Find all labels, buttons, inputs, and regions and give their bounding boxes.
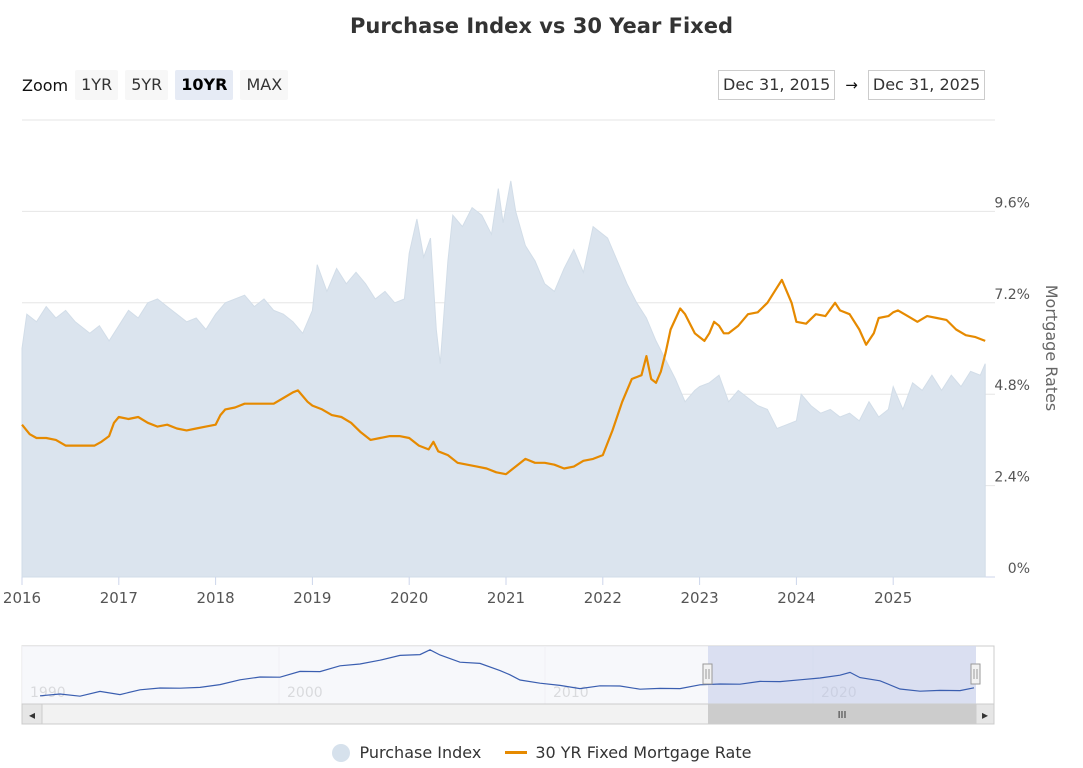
navigator-series-line (39, 649, 975, 697)
zoom-5yr-button[interactable]: 5YR (125, 70, 169, 100)
chart-title: Purchase Index vs 30 Year Fixed (350, 14, 733, 38)
x-tick-label: 2016 (3, 589, 41, 607)
x-tick-label: 2019 (293, 589, 331, 607)
navigator-left-handle[interactable] (702, 663, 713, 685)
y-tick-labels: 0% 2.4% 4.8% 7.2% 9.6% (994, 195, 1030, 577)
zoom-label: Zoom (22, 75, 69, 95)
scrollbar-thumb[interactable] (708, 704, 976, 724)
range-to-input[interactable]: Dec 31, 2025 (867, 70, 986, 100)
date-range: Dec 31, 2015 → Dec 31, 2025 (718, 69, 986, 101)
x-tick-label: 2018 (197, 589, 235, 607)
y-axis-label: Mortgage Rates (1042, 285, 1061, 412)
zoom-10yr-button[interactable]: 10YR (175, 70, 234, 100)
x-tick-label: 2024 (777, 589, 815, 607)
legend-dot-icon (331, 743, 350, 762)
x-tick-label: 2020 (390, 589, 428, 607)
y-tick-label: 0% (1008, 561, 1030, 577)
y-tick-label: 4.8% (994, 378, 1030, 394)
scroll-right-arrow-icon: ▸ (982, 708, 988, 722)
zoom-max-button[interactable]: MAX (240, 70, 289, 100)
x-tick-label: 2025 (874, 589, 912, 607)
series-purchase-index-area (21, 180, 986, 578)
zoom-1yr-button[interactable]: 1YR (75, 70, 119, 100)
zoom-controls: Zoom 1YR 5YR 10YR MAX (22, 70, 295, 100)
scroll-right-button[interactable] (975, 703, 995, 725)
y-tick-label: 2.4% (994, 470, 1030, 486)
x-tick-label: 2022 (584, 589, 622, 607)
range-arrow-icon: → (845, 76, 858, 94)
series-group (21, 180, 986, 578)
y-tick-label: 9.6% (994, 195, 1030, 211)
scrollbar-grip-icon: III (838, 710, 847, 721)
legend-item-purchase-index[interactable]: Purchase Index (331, 743, 482, 762)
legend-label: 30 YR Fixed Mortgage Rate (535, 743, 752, 762)
x-tick-label: 2021 (487, 589, 525, 607)
range-from-input[interactable]: Dec 31, 2015 (718, 70, 836, 100)
scroll-left-button[interactable] (21, 703, 43, 725)
x-tick-label: 2023 (681, 589, 719, 607)
x-tick-labels: 2016 2017 2018 2019 2020 2021 2022 2023 2024 2025 (3, 577, 912, 607)
scrollbar[interactable]: ◂ III ▸ (21, 703, 995, 725)
navigator-outside-left (22, 646, 708, 704)
legend-label: Purchase Index (359, 743, 482, 762)
y-tick-label: 7.2% (994, 287, 1030, 303)
series-mortgage-rate-line (21, 278, 986, 476)
x-tick-label: 2017 (100, 589, 138, 607)
scroll-left-arrow-icon: ◂ (29, 708, 35, 722)
legend-item-mortgage-rate[interactable]: 30 YR Fixed Mortgage Rate (505, 743, 751, 762)
navigator-right-handle[interactable] (970, 663, 981, 685)
navigator[interactable]: 1990200020102020 (21, 645, 995, 705)
legend-line-icon (505, 751, 528, 754)
legend: Purchase Index 30 YR Fixed Mortgage Rate (0, 743, 1083, 762)
